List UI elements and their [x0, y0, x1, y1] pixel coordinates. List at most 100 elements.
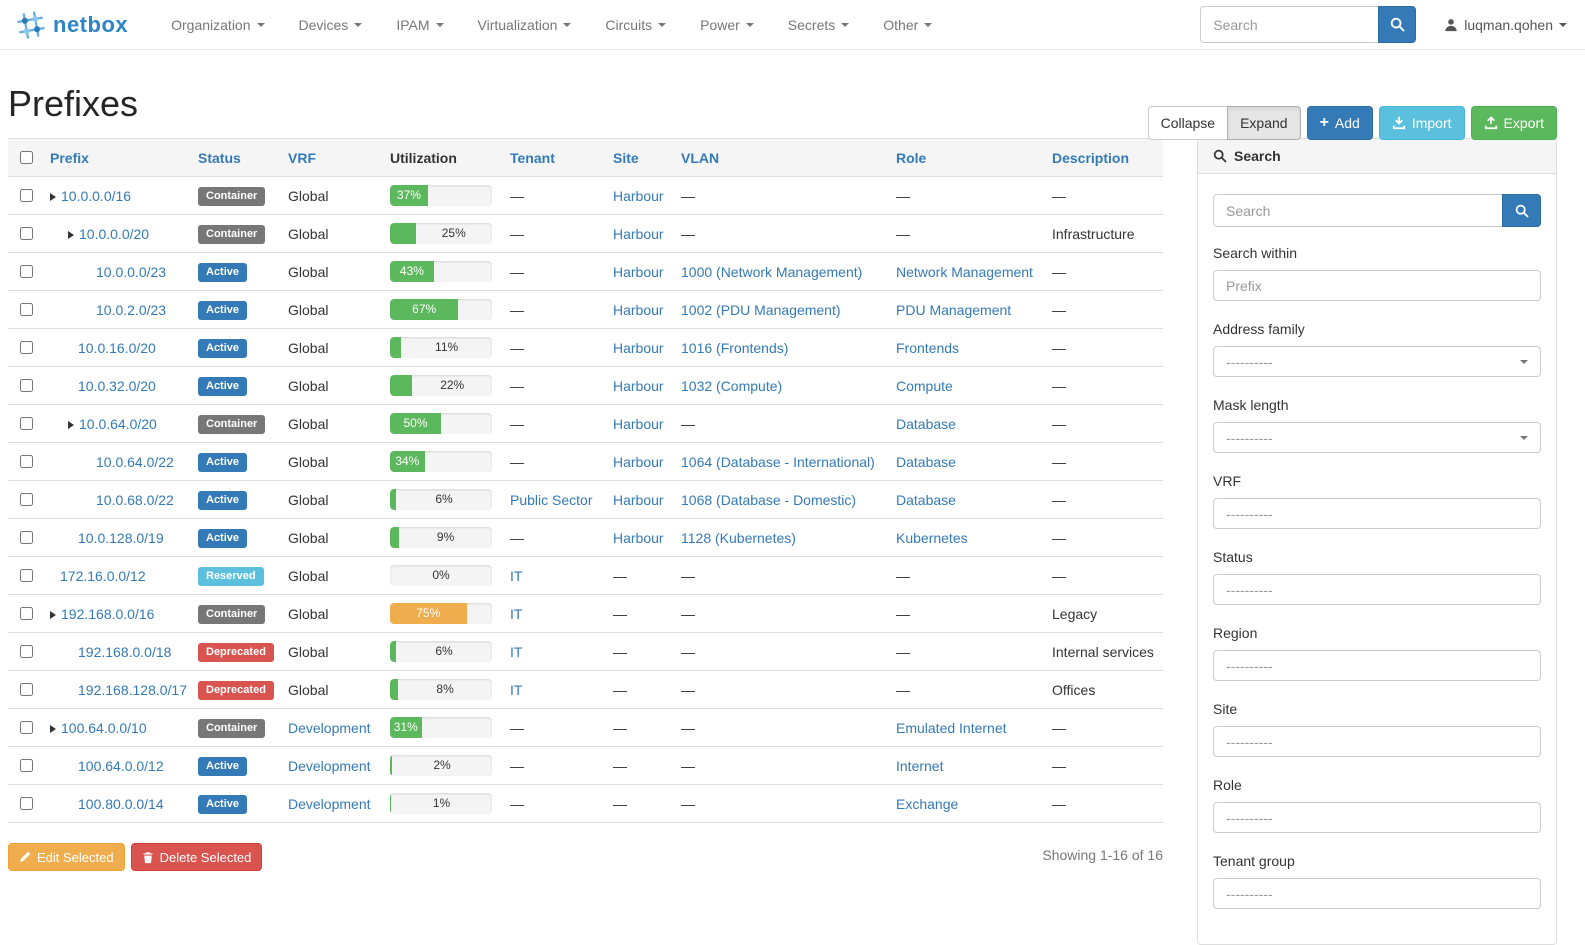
vlan-link[interactable]: 1002 (PDU Management) — [681, 301, 841, 318]
site-link[interactable]: Harbour — [613, 529, 664, 546]
filter-site-select[interactable]: ---------- — [1213, 726, 1541, 757]
prefix-link[interactable]: 10.0.68.0/22 — [96, 491, 174, 508]
navbar-search-input[interactable] — [1200, 6, 1379, 43]
tenant-link[interactable]: IT — [510, 643, 523, 660]
role-link[interactable]: Network Management — [896, 263, 1033, 280]
import-button[interactable]: Import — [1378, 106, 1465, 140]
prefix-link[interactable]: 172.16.0.0/12 — [60, 567, 146, 584]
prefix-link[interactable]: 100.64.0.0/10 — [61, 719, 147, 736]
col-header-prefix[interactable]: Prefix — [42, 138, 190, 177]
nav-menu-virtualization[interactable]: Virtualization — [461, 0, 589, 50]
row-checkbox[interactable] — [20, 417, 33, 430]
tenant-link[interactable]: IT — [510, 605, 523, 622]
site-link[interactable]: Harbour — [613, 187, 664, 204]
prefix-link[interactable]: 100.80.0.0/14 — [78, 795, 164, 812]
role-link[interactable]: Frontends — [896, 339, 960, 356]
role-link[interactable]: Database — [896, 491, 956, 508]
site-link[interactable]: Harbour — [613, 377, 664, 394]
nav-menu-other[interactable]: Other — [866, 0, 949, 50]
vrf-link[interactable]: Development — [288, 757, 371, 774]
site-link[interactable]: Harbour — [613, 453, 664, 470]
collapse-button[interactable]: Collapse — [1147, 106, 1228, 140]
row-checkbox[interactable] — [20, 797, 33, 810]
vlan-link[interactable]: 1064 (Database - International) — [681, 453, 875, 470]
nav-menu-power[interactable]: Power — [683, 0, 771, 50]
prefix-link[interactable]: 192.168.128.0/17 — [78, 681, 187, 698]
vlan-link[interactable]: 1128 (Kubernetes) — [681, 529, 796, 546]
filter-mask-length-select[interactable]: ---------- — [1213, 422, 1541, 453]
nav-menu-ipam[interactable]: IPAM — [379, 0, 460, 50]
row-checkbox[interactable] — [20, 303, 33, 316]
role-link[interactable]: Database — [896, 453, 956, 470]
sidebar-search-input[interactable] — [1213, 194, 1502, 227]
filter-role-select[interactable]: ---------- — [1213, 802, 1541, 833]
prefix-link[interactable]: 10.0.128.0/19 — [78, 529, 164, 546]
nav-menu-circuits[interactable]: Circuits — [588, 0, 683, 50]
navbar-search-button[interactable] — [1378, 6, 1417, 43]
filter-status-select[interactable]: ---------- — [1213, 574, 1541, 605]
prefix-link[interactable]: 10.0.2.0/23 — [96, 301, 167, 318]
row-checkbox[interactable] — [20, 227, 33, 240]
tenant-link[interactable]: Public Sector — [510, 491, 593, 508]
vlan-link[interactable]: 1000 (Network Management) — [681, 263, 863, 280]
vlan-link[interactable]: 1032 (Compute) — [681, 377, 783, 394]
role-link[interactable]: Internet — [896, 757, 944, 774]
col-header-site[interactable]: Site — [605, 138, 673, 177]
row-checkbox[interactable] — [20, 265, 33, 278]
prefix-link[interactable]: 10.0.16.0/20 — [78, 339, 156, 356]
tenant-link[interactable]: IT — [510, 681, 523, 698]
expand-caret-icon[interactable] — [50, 192, 56, 201]
row-checkbox[interactable] — [20, 645, 33, 658]
site-link[interactable]: Harbour — [613, 225, 664, 242]
filter-vrf-select[interactable]: ---------- — [1213, 498, 1541, 529]
row-checkbox[interactable] — [20, 189, 33, 202]
row-checkbox[interactable] — [20, 683, 33, 696]
row-checkbox[interactable] — [20, 531, 33, 544]
edit-selected-button[interactable]: Edit Selected — [8, 843, 125, 871]
user-menu[interactable]: luqman.qohen — [1444, 17, 1567, 33]
delete-selected-button[interactable]: Delete Selected — [130, 843, 263, 871]
row-checkbox[interactable] — [20, 721, 33, 734]
row-checkbox[interactable] — [20, 341, 33, 354]
filter-address-family-select[interactable]: ---------- — [1213, 346, 1541, 377]
prefix-link[interactable]: 10.0.0.0/20 — [79, 225, 150, 242]
col-header-status[interactable]: Status — [190, 138, 280, 177]
expand-button[interactable]: Expand — [1227, 106, 1301, 140]
nav-menu-secrets[interactable]: Secrets — [771, 0, 866, 50]
col-header-vlan[interactable]: VLAN — [673, 138, 888, 177]
select-all-checkbox[interactable] — [20, 151, 33, 164]
expand-caret-icon[interactable] — [50, 610, 56, 619]
role-link[interactable]: Database — [896, 415, 956, 432]
role-link[interactable]: PDU Management — [896, 301, 1012, 318]
filter-region-select[interactable]: ---------- — [1213, 650, 1541, 681]
row-checkbox[interactable] — [20, 455, 33, 468]
filter-tenant-group-select[interactable]: ---------- — [1213, 878, 1541, 909]
row-checkbox[interactable] — [20, 379, 33, 392]
vrf-link[interactable]: Development — [288, 719, 371, 736]
prefix-link[interactable]: 10.0.64.0/22 — [96, 453, 174, 470]
site-link[interactable]: Harbour — [613, 263, 664, 280]
vrf-link[interactable]: Development — [288, 795, 371, 812]
prefix-link[interactable]: 10.0.32.0/20 — [78, 377, 156, 394]
site-link[interactable]: Harbour — [613, 415, 664, 432]
site-link[interactable]: Harbour — [613, 339, 664, 356]
role-link[interactable]: Exchange — [896, 795, 959, 812]
row-checkbox[interactable] — [20, 607, 33, 620]
col-header-description[interactable]: Description — [1044, 138, 1163, 177]
row-checkbox[interactable] — [20, 759, 33, 772]
col-header-tenant[interactable]: Tenant — [502, 138, 605, 177]
add-button[interactable]: + Add — [1306, 106, 1373, 140]
site-link[interactable]: Harbour — [613, 301, 664, 318]
role-link[interactable]: Compute — [896, 377, 953, 394]
role-link[interactable]: Emulated Internet — [896, 719, 1007, 736]
nav-menu-devices[interactable]: Devices — [282, 0, 380, 50]
tenant-link[interactable]: IT — [510, 567, 523, 584]
netbox-brand[interactable]: netbox — [16, 10, 128, 40]
vlan-link[interactable]: 1016 (Frontends) — [681, 339, 789, 356]
expand-caret-icon[interactable] — [68, 420, 74, 429]
col-header-vrf[interactable]: VRF — [280, 138, 382, 177]
expand-caret-icon[interactable] — [68, 230, 74, 239]
prefix-link[interactable]: 10.0.0.0/23 — [96, 263, 167, 280]
prefix-link[interactable]: 100.64.0.0/12 — [78, 757, 164, 774]
site-link[interactable]: Harbour — [613, 491, 664, 508]
